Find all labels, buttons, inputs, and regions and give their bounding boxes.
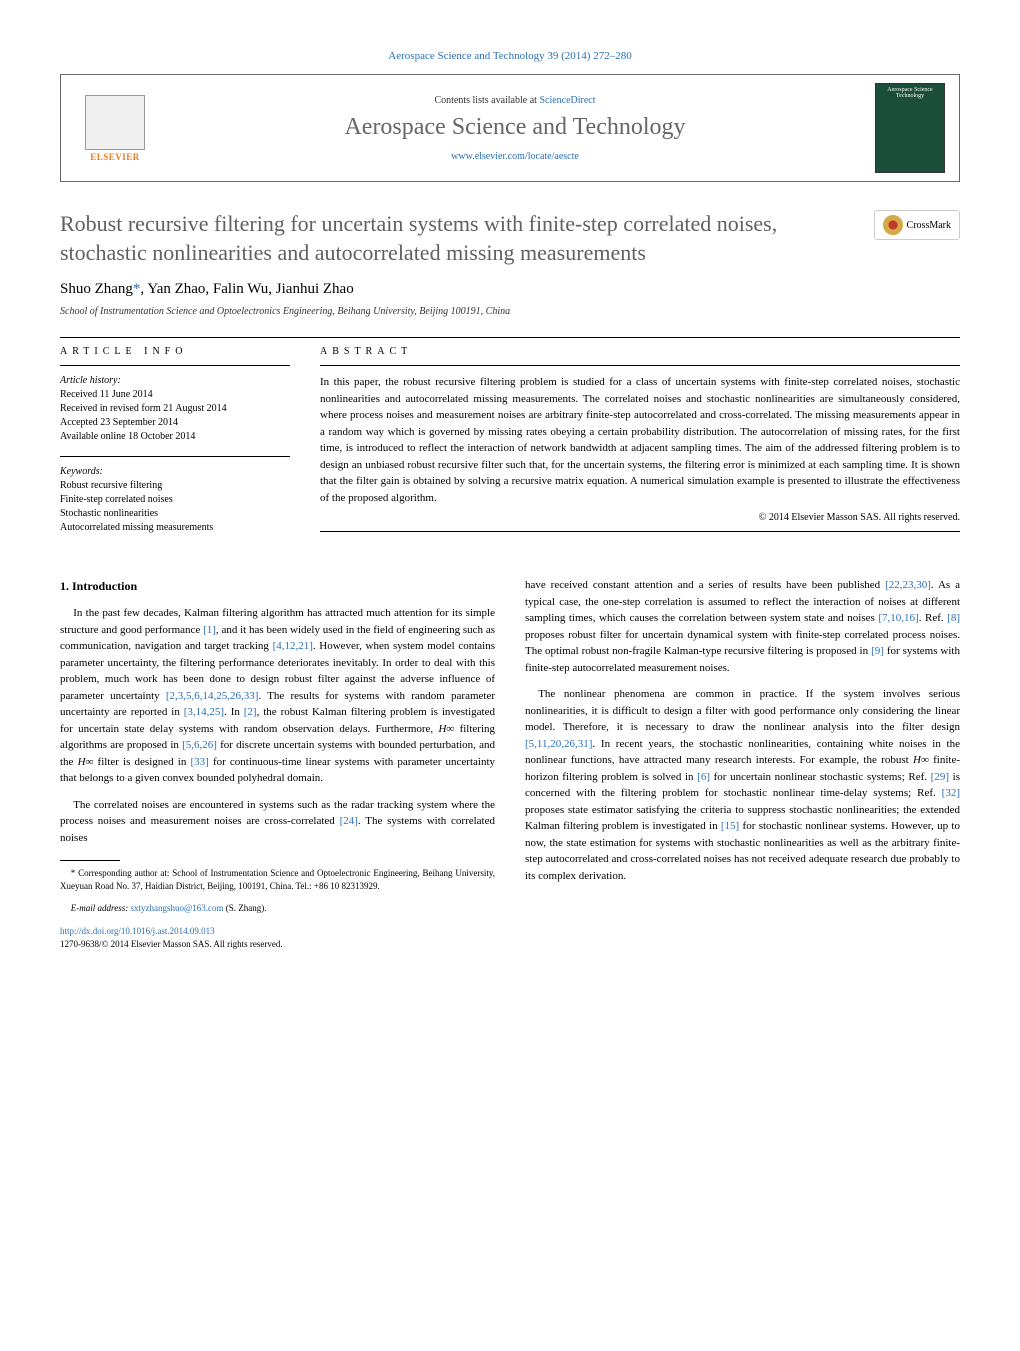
article-history: Article history: Received 11 June 2014 R… bbox=[60, 374, 290, 444]
citation[interactable]: [32] bbox=[942, 787, 960, 799]
publisher-name: ELSEVIER bbox=[90, 152, 140, 162]
accepted-date: Accepted 23 September 2014 bbox=[60, 416, 290, 430]
doi-block: http://dx.doi.org/10.1016/j.ast.2014.09.… bbox=[60, 925, 495, 952]
email-link[interactable]: sxtyzhangshuo@163.com bbox=[130, 903, 223, 913]
issn-copyright: 1270-9638/© 2014 Elsevier Masson SAS. Al… bbox=[60, 939, 283, 949]
citation[interactable]: [15] bbox=[721, 820, 739, 832]
divider bbox=[60, 456, 290, 457]
authors-line: Shuo Zhang*, Yan Zhao, Falin Wu, Jianhui… bbox=[60, 281, 960, 298]
journal-name: Aerospace Science and Technology bbox=[155, 114, 875, 141]
keyword: Stochastic nonlinearities bbox=[60, 507, 290, 521]
journal-header-box: ELSEVIER Contents lists available at Sci… bbox=[60, 74, 960, 182]
citation[interactable]: [2,3,5,6,14,25,26,33] bbox=[166, 690, 259, 702]
article-title: Robust recursive filtering for uncertain… bbox=[60, 210, 854, 267]
citation[interactable]: [33] bbox=[190, 756, 208, 768]
received-date: Received 11 June 2014 bbox=[60, 388, 290, 402]
citation[interactable]: [4,12,21] bbox=[273, 640, 313, 652]
elsevier-tree-icon bbox=[85, 95, 145, 150]
journal-homepage-link[interactable]: www.elsevier.com/locate/aescte bbox=[155, 151, 875, 162]
author-corresponding: Shuo Zhang bbox=[60, 281, 133, 297]
journal-reference: Aerospace Science and Technology 39 (201… bbox=[60, 50, 960, 62]
crossmark-icon bbox=[883, 215, 903, 235]
abstract-label: ABSTRACT bbox=[320, 346, 960, 357]
citation[interactable]: [6] bbox=[697, 771, 710, 783]
citation[interactable]: [7,10,16] bbox=[878, 612, 918, 624]
online-date: Available online 18 October 2014 bbox=[60, 430, 290, 444]
history-header: Article history: bbox=[60, 374, 290, 388]
h-infinity: H∞ bbox=[913, 754, 929, 766]
revised-date: Received in revised form 21 August 2014 bbox=[60, 402, 290, 416]
citation[interactable]: [5,6,26] bbox=[182, 739, 217, 751]
divider bbox=[320, 365, 960, 366]
divider bbox=[320, 531, 960, 532]
corresponding-footnote: * Corresponding author at: School of Ins… bbox=[60, 867, 495, 892]
affiliation: School of Instrumentation Science and Op… bbox=[60, 306, 960, 317]
journal-cover-thumbnail: Aerospace Science Technology bbox=[875, 83, 945, 173]
citation[interactable]: [3,14,25] bbox=[184, 706, 224, 718]
keywords-block: Keywords: Robust recursive filtering Fin… bbox=[60, 465, 290, 535]
article-info-label: ARTICLE INFO bbox=[60, 346, 290, 357]
elsevier-logo: ELSEVIER bbox=[75, 88, 155, 168]
intro-para-1: In the past few decades, Kalman filterin… bbox=[60, 605, 495, 787]
keyword: Robust recursive filtering bbox=[60, 479, 290, 493]
intro-para-4: The nonlinear phenomena are common in pr… bbox=[525, 686, 960, 884]
doi-link[interactable]: http://dx.doi.org/10.1016/j.ast.2014.09.… bbox=[60, 926, 215, 936]
citation[interactable]: [24] bbox=[340, 815, 358, 827]
keyword: Finite-step correlated noises bbox=[60, 493, 290, 507]
right-column: have received constant attention and a s… bbox=[525, 577, 960, 952]
keywords-header: Keywords: bbox=[60, 465, 290, 479]
citation[interactable]: [9] bbox=[871, 645, 884, 657]
citation[interactable]: [5,11,20,26,31] bbox=[525, 738, 592, 750]
authors-rest: , Yan Zhao, Falin Wu, Jianhui Zhao bbox=[140, 281, 353, 297]
citation[interactable]: [2] bbox=[244, 706, 257, 718]
sciencedirect-link[interactable]: ScienceDirect bbox=[539, 95, 595, 106]
intro-para-3: have received constant attention and a s… bbox=[525, 577, 960, 676]
h-infinity: H∞ bbox=[78, 756, 94, 768]
crossmark-badge[interactable]: CrossMark bbox=[874, 210, 960, 240]
introduction-heading: 1. Introduction bbox=[60, 577, 495, 595]
abstract-text: In this paper, the robust recursive filt… bbox=[320, 374, 960, 506]
citation[interactable]: [29] bbox=[931, 771, 949, 783]
divider bbox=[60, 365, 290, 366]
keyword: Autocorrelated missing measurements bbox=[60, 521, 290, 535]
left-column: 1. Introduction In the past few decades,… bbox=[60, 577, 495, 952]
email-footnote: E-mail address: sxtyzhangshuo@163.com (S… bbox=[60, 902, 495, 915]
h-infinity: H∞ bbox=[438, 723, 454, 735]
contents-prefix: Contents lists available at bbox=[434, 95, 539, 106]
citation[interactable]: [1] bbox=[203, 624, 216, 636]
contents-available-line: Contents lists available at ScienceDirec… bbox=[155, 95, 875, 106]
citation[interactable]: [22,23,30] bbox=[885, 579, 931, 591]
copyright-line: © 2014 Elsevier Masson SAS. All rights r… bbox=[320, 512, 960, 523]
intro-para-2: The correlated noises are encountered in… bbox=[60, 797, 495, 847]
crossmark-label: CrossMark bbox=[907, 220, 951, 231]
citation[interactable]: [8] bbox=[947, 612, 960, 624]
footnote-separator bbox=[60, 860, 120, 861]
divider bbox=[60, 337, 960, 338]
